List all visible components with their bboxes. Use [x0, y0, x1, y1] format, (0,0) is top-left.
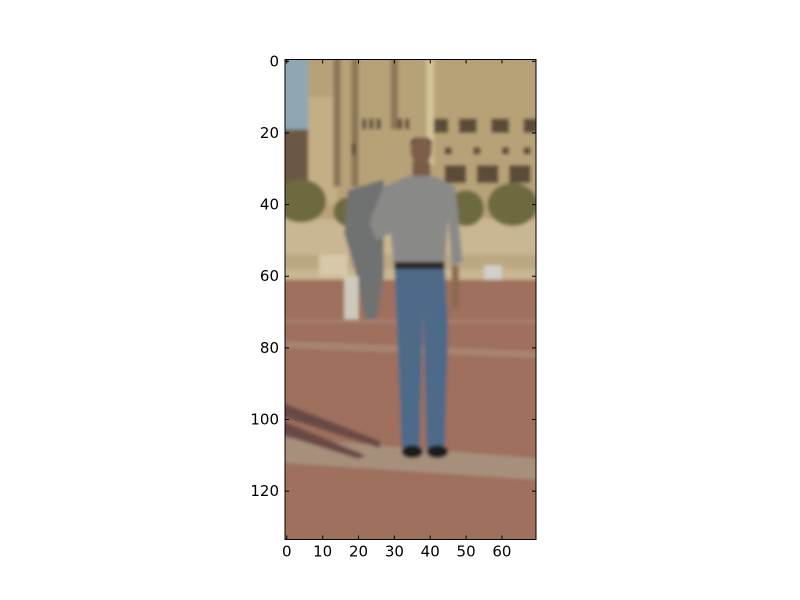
x-tick-label: 0 — [282, 543, 292, 561]
y-tick-label: 0 — [269, 52, 279, 70]
x-tick-label: 20 — [349, 543, 368, 561]
y-tick-label: 120 — [250, 482, 279, 500]
y-tick-label: 80 — [260, 339, 279, 357]
x-tick-label: 50 — [457, 543, 476, 561]
y-tick-label: 100 — [250, 411, 279, 429]
x-tick-label: 40 — [421, 543, 440, 561]
x-tick-label: 30 — [385, 543, 404, 561]
photo-content — [285, 59, 536, 540]
y-tick-label: 40 — [260, 196, 279, 214]
axes-frame — [284, 59, 537, 540]
photo — [285, 59, 536, 540]
y-tick-label: 20 — [260, 124, 279, 142]
x-tick-label: 10 — [313, 543, 332, 561]
y-tick-label: 60 — [260, 267, 279, 285]
x-tick-label: 60 — [492, 543, 511, 561]
